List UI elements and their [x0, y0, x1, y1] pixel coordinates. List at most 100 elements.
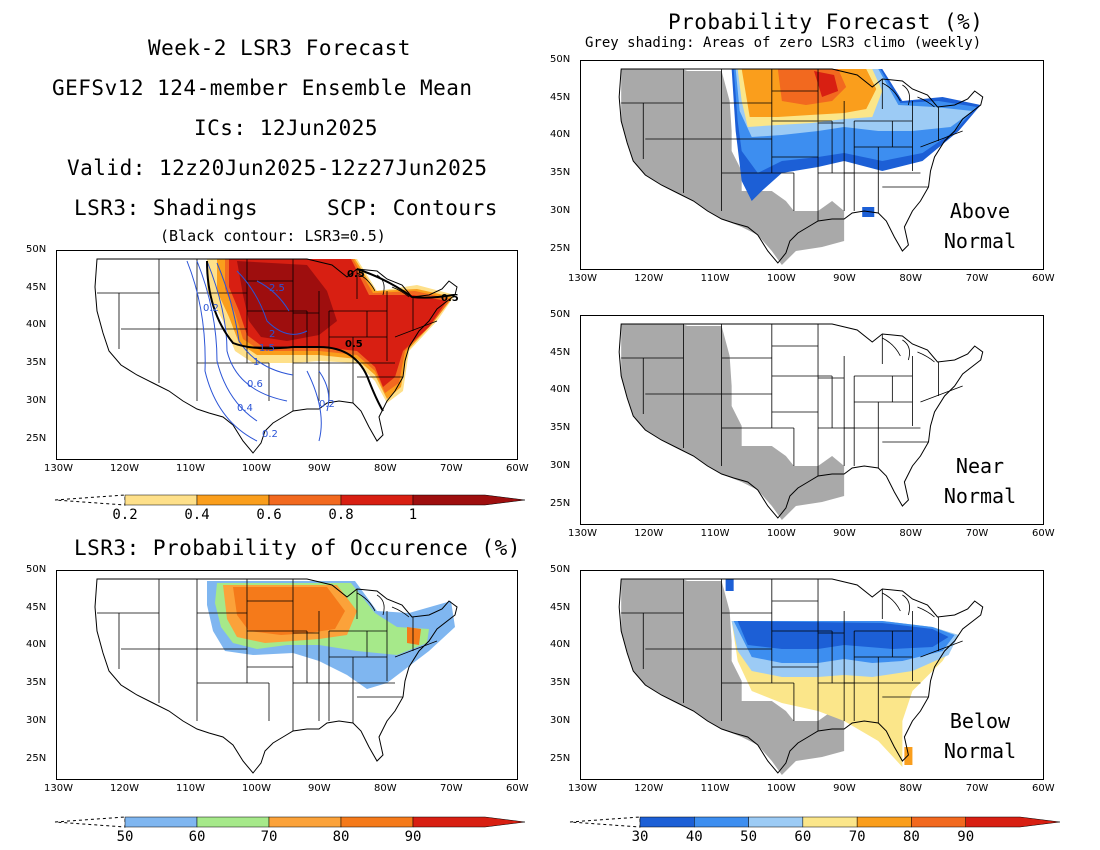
- colorbar-swatch: [412, 494, 526, 506]
- map-svg: 2.5 2 1.51 0.6 0.4 0.2 0.2 0.2 0.5 0.5 0.5: [94, 258, 459, 454]
- contour-label: 1.5: [259, 343, 275, 354]
- occ-shade-80: [233, 587, 345, 635]
- colorbar-swatch: [196, 816, 270, 828]
- colorbar-label: 50: [117, 829, 134, 842]
- map-basemap: [618, 578, 984, 775]
- lon-tick-label: 100W: [766, 783, 796, 794]
- occurrence-title: LSR3: Probability of Occurence (%): [74, 536, 521, 560]
- lat-tick-label: 50N: [550, 54, 571, 65]
- great-lakes: [882, 337, 935, 363]
- lat-tick-label: 25N: [26, 752, 47, 764]
- lat-tick-label: 40N: [550, 639, 571, 651]
- colorbar-label: 90: [405, 829, 422, 842]
- lat-tick-label: 30N: [550, 714, 571, 726]
- us-outline: [618, 578, 984, 774]
- lon-tick-label: 80W: [374, 463, 397, 474]
- lon-tick-label: 130W: [568, 528, 597, 539]
- state-border: [920, 385, 963, 403]
- occurrence-probability-map: [56, 570, 518, 780]
- lon-tick-label: 120W: [634, 783, 664, 794]
- lat-tick-label: 35N: [550, 677, 571, 689]
- probability-forecast-title: Probability Forecast (%): [668, 10, 984, 34]
- lat-tick-label: 25N: [550, 752, 571, 764]
- colorbar-label: 60: [189, 829, 206, 842]
- colorbar-label: 0.2: [112, 507, 137, 520]
- lon-tick-label: 110W: [176, 463, 205, 474]
- colorbar-svg: 50 60 70 80 90: [54, 816, 526, 845]
- contour-label: 0.5: [347, 269, 365, 280]
- occ-shade-80-ne: [407, 627, 421, 645]
- colorbar-swatch: [124, 494, 198, 506]
- below-shade-70-fl: [904, 747, 913, 765]
- colorbar-under-arrow: [54, 494, 126, 506]
- lon-tick-label: 110W: [700, 783, 730, 794]
- state-border: [394, 640, 438, 658]
- map-svg: [618, 323, 984, 520]
- title-line-5-right: SCP: Contours: [327, 196, 498, 220]
- colorbar-swatch: [911, 816, 966, 828]
- colorbar-under-arrow: [54, 816, 126, 828]
- colorbar-swatch: [124, 816, 198, 828]
- map-svg: [94, 578, 458, 774]
- lon-tick-label: 90W: [833, 783, 856, 794]
- colorbar-label: 1: [409, 507, 417, 520]
- lon-tick-label: 70W: [965, 528, 989, 539]
- lon-tick-label: 120W: [110, 463, 139, 474]
- scp-contour: [216, 262, 294, 376]
- below-shade-30: [737, 621, 949, 649]
- lon-tick-label: 130W: [568, 273, 597, 284]
- colorbar-swatch: [748, 816, 804, 828]
- lat-tick-label: 30N: [26, 394, 47, 406]
- lon-tick-label: 90W: [308, 783, 331, 794]
- lat-tick-label: 25N: [26, 432, 47, 444]
- us-outline: [618, 68, 984, 264]
- lat-tick-label: 50N: [550, 564, 571, 575]
- colorbar-label: 50: [740, 829, 757, 842]
- lsr3-05-contour: [206, 260, 384, 412]
- contour-label: 2: [269, 329, 275, 340]
- colorbar-label: 60: [794, 829, 811, 842]
- us-outline: [618, 323, 984, 519]
- lon-tick-label: 110W: [176, 783, 205, 794]
- lon-tick-label: 60W: [1032, 273, 1055, 284]
- colorbar-swatch: [196, 494, 270, 506]
- below-normal-map: [580, 570, 1044, 780]
- scp-contour: [306, 370, 322, 442]
- great-lakes: [882, 592, 935, 618]
- lon-tick-label: 80W: [899, 528, 923, 539]
- title-line-2: GEFSv12 124-member Ensemble Mean: [52, 76, 473, 100]
- lat-tick-label: 45N: [550, 91, 571, 103]
- occurrence-colorbar: 50 60 70 80 90: [50, 812, 530, 845]
- contour-label: 0.2: [319, 399, 335, 410]
- near-normal-map: [580, 315, 1044, 525]
- lon-tick-label: 90W: [308, 463, 331, 474]
- lat-tick-label: 30N: [550, 204, 571, 216]
- lon-tick-label: 120W: [110, 783, 139, 794]
- great-lakes: [356, 272, 410, 298]
- scp-contour: [256, 280, 290, 312]
- lon-tick-label: 60W: [506, 463, 529, 474]
- us-outline: [94, 578, 458, 774]
- us-outline: [94, 258, 458, 454]
- lon-tick-label: 130W: [44, 463, 73, 474]
- contour-label: 0.5: [345, 339, 363, 350]
- lon-tick-label: 60W: [506, 783, 529, 794]
- below-label-line1: Below: [949, 709, 1011, 733]
- lat-tick-label: 40N: [26, 639, 47, 651]
- colorbar-swatch: [340, 494, 414, 506]
- lat-tick-label: 45N: [26, 601, 47, 613]
- scp-contour: [236, 270, 308, 335]
- map-basemap: [94, 578, 458, 774]
- lat-tick-label: 25N: [550, 242, 571, 254]
- above-normal-label: Above Normal: [930, 196, 1030, 256]
- lat-tick-label: 35N: [26, 677, 47, 689]
- lon-tick-label: 80W: [374, 783, 397, 794]
- lsr3-05-contour-north: [356, 268, 454, 299]
- colorbar-label: 0.4: [184, 507, 209, 520]
- lon-tick-label: 70W: [965, 273, 989, 284]
- lat-tick-label: 50N: [550, 309, 571, 320]
- state-border: [394, 320, 438, 338]
- state-border: [920, 640, 963, 658]
- lsr3-colorbar: 0.2 0.4 0.6 0.8 1: [50, 490, 530, 523]
- colorbar-label: 40: [686, 829, 703, 842]
